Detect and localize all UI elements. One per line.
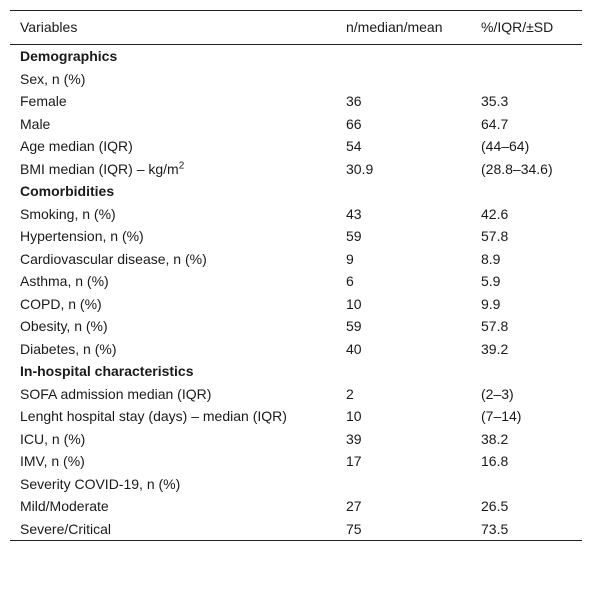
variable-cell: BMI median (IQR) – kg/m2	[10, 158, 346, 181]
variable-cell: Obesity, n (%)	[20, 318, 108, 334]
table-row: Lenght hospital stay (days) – median (IQ…	[10, 405, 582, 428]
variable-cell: SOFA admission median (IQR)	[20, 385, 212, 402]
percent-cell: 5.9	[481, 273, 501, 289]
percent-cell: 42.6	[481, 205, 509, 222]
variable-cell: Age median (IQR)	[20, 138, 133, 154]
value-cell: 9	[346, 250, 354, 267]
percent-cell: (44–64)	[481, 138, 530, 154]
percent-cell: 38.2	[481, 430, 509, 447]
variable-cell: Smoking, n (%)	[20, 205, 116, 222]
table-header: Variables n/median/mean %/IQR/±SD	[10, 10, 582, 45]
table-row: IMV, n (%) 17 16.8	[10, 450, 582, 473]
value-cell: 40	[346, 340, 362, 357]
percent-cell: (28.8–34.6)	[481, 160, 553, 177]
table-row: Male 66 64.7	[10, 113, 582, 136]
variable-cell: Sex, n (%)	[20, 70, 86, 87]
percent-cell: 57.8	[481, 318, 509, 334]
variable-cell: Lenght hospital stay (days) – median (IQ…	[20, 408, 287, 424]
empty-cell	[346, 473, 481, 496]
value-cell: 54	[346, 138, 362, 154]
header-row: Variables n/median/mean %/IQR/±SD	[10, 10, 582, 45]
variable-cell: Severity COVID-19, n (%)	[20, 475, 181, 492]
percent-cell: 26.5	[481, 498, 509, 514]
percent-cell: (2–3)	[481, 385, 514, 402]
empty-cell	[346, 45, 481, 68]
table-row: Cardiovascular disease, n (%) 9 8.9	[10, 248, 582, 271]
section-heading: Comorbidities	[20, 183, 115, 199]
value-cell: 66	[346, 115, 362, 132]
percent-cell: 9.9	[481, 295, 501, 312]
empty-cell	[481, 45, 582, 68]
value-cell: 10	[346, 295, 362, 312]
percent-cell: (7–14)	[481, 408, 522, 424]
percent-cell: 64.7	[481, 115, 509, 132]
empty-cell	[346, 360, 481, 383]
percent-cell: 39.2	[481, 340, 509, 357]
data-table: Variables n/median/mean %/IQR/±SD Demograp…	[10, 10, 582, 541]
value-cell: 59	[346, 228, 362, 244]
variable-cell: IMV, n (%)	[20, 453, 85, 469]
empty-cell	[481, 360, 582, 383]
variable-cell: Male	[20, 115, 51, 132]
table-row: Mild/Moderate 27 26.5	[10, 495, 582, 518]
empty-cell	[481, 473, 582, 496]
table-row: Age median (IQR) 54 (44–64)	[10, 135, 582, 158]
variable-cell: COPD, n (%)	[20, 295, 102, 312]
variable-text: BMI median (IQR) – kg/m	[20, 160, 179, 177]
table-row: Female 36 35.3	[10, 90, 582, 113]
table-row: Asthma, n (%) 6 5.9	[10, 270, 582, 293]
variable-cell: Asthma, n (%)	[20, 273, 109, 289]
header-cell: %/IQR/±SD	[481, 10, 582, 45]
table-row: Hypertension, n (%) 59 57.8	[10, 225, 582, 248]
value-cell: 17	[346, 453, 362, 469]
table-row: BMI median (IQR) – kg/m2 30.9 (28.8–34.6)	[10, 158, 582, 181]
table-row: Smoking, n (%) 43 42.6	[10, 203, 582, 226]
percent-cell: 73.5	[481, 520, 509, 537]
table-row: Obesity, n (%) 59 57.8	[10, 315, 582, 338]
variable-cell: Diabetes, n (%)	[20, 340, 117, 357]
percent-cell: 35.3	[481, 93, 509, 109]
superscript: 2	[178, 159, 185, 171]
variable-cell: Severe/Critical	[20, 520, 112, 537]
table-body: Demographics Sex, n (%) Female 36 35.3 Male 66…	[10, 45, 582, 541]
value-cell: 6	[346, 273, 354, 289]
table-row: Diabetes, n (%) 40 39.2	[10, 338, 582, 361]
percent-cell: 57.8	[481, 228, 509, 244]
table-row: ICU, n (%) 39 38.2	[10, 428, 582, 451]
value-cell: 59	[346, 318, 362, 334]
table-row: In-hospital characteristics	[10, 360, 582, 383]
percent-cell: 8.9	[481, 250, 501, 267]
variable-cell: Female	[20, 93, 67, 109]
value-cell: 43	[346, 205, 362, 222]
table-row: Demographics	[10, 45, 582, 68]
value-cell: 10	[346, 408, 362, 424]
percent-cell: 16.8	[481, 453, 509, 469]
table-row: Severity COVID-19, n (%)	[10, 473, 582, 496]
variable-cell: Cardiovascular disease, n (%)	[20, 250, 207, 267]
section-heading: Demographics	[20, 48, 118, 64]
variable-cell: Mild/Moderate	[20, 498, 109, 514]
header-cell: n/median/mean	[346, 10, 481, 45]
table-row: SOFA admission median (IQR) 2 (2–3)	[10, 383, 582, 406]
empty-cell	[346, 68, 481, 91]
value-cell: 39	[346, 430, 362, 447]
section-heading: In-hospital characteristics	[20, 363, 194, 379]
value-cell: 75	[346, 520, 362, 537]
variable-cell: ICU, n (%)	[20, 430, 86, 447]
empty-cell	[481, 180, 582, 203]
value-cell: 27	[346, 498, 362, 514]
value-cell: 30.9	[346, 160, 374, 177]
header-cell: Variables	[10, 10, 346, 45]
value-cell: 2	[346, 385, 354, 402]
variable-cell: Hypertension, n (%)	[20, 228, 144, 244]
empty-cell	[481, 68, 582, 91]
table-row: Sex, n (%)	[10, 68, 582, 91]
empty-cell	[346, 180, 481, 203]
value-cell: 36	[346, 93, 362, 109]
table-row: COPD, n (%) 10 9.9	[10, 293, 582, 316]
table-row: Comorbidities	[10, 180, 582, 203]
table-row: Severe/Critical 75 73.5	[10, 518, 582, 541]
